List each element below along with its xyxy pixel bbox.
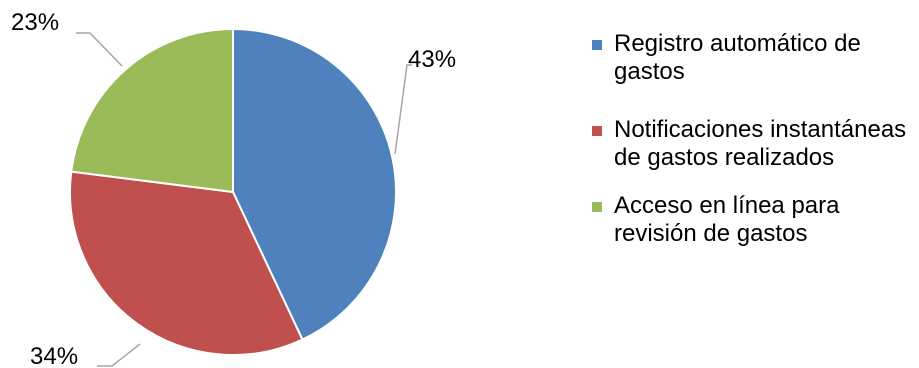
pie-slice-acceso xyxy=(70,27,234,194)
leader-line-notificaciones xyxy=(97,343,141,367)
leader-line-registro xyxy=(394,64,412,155)
data-label-slice-2: 34% xyxy=(30,343,78,368)
leader-lines xyxy=(76,32,412,367)
legend-label: Registro automático de gastos xyxy=(614,30,861,85)
legend-item-acceso: Acceso en línea para revisión de gastos xyxy=(592,192,917,248)
legend-label: Acceso en línea para revisión de gastos xyxy=(614,192,840,247)
legend-swatch-green xyxy=(592,202,602,212)
pie-slices xyxy=(69,27,397,356)
legend-item-notificaciones: Notificaciones instantáneas de gastos re… xyxy=(592,116,917,172)
pie-slice-notificaciones xyxy=(69,170,304,356)
legend-swatch-red xyxy=(592,126,602,136)
leader-line-acceso xyxy=(76,32,123,67)
legend: Registro automático de gastos Notificaci… xyxy=(592,30,917,268)
legend-swatch-blue xyxy=(592,40,602,50)
legend-label: Notificaciones instantáneas de gastos re… xyxy=(614,116,907,171)
pie-chart: 43% 34% 23% xyxy=(11,9,456,368)
pie-slice-registro xyxy=(232,27,397,341)
data-label-slice-3: 23% xyxy=(11,9,59,36)
legend-item-registro: Registro automático de gastos xyxy=(592,30,917,86)
data-labels: 43% 34% 23% xyxy=(11,9,456,368)
data-label-slice-1: 43% xyxy=(408,46,456,73)
